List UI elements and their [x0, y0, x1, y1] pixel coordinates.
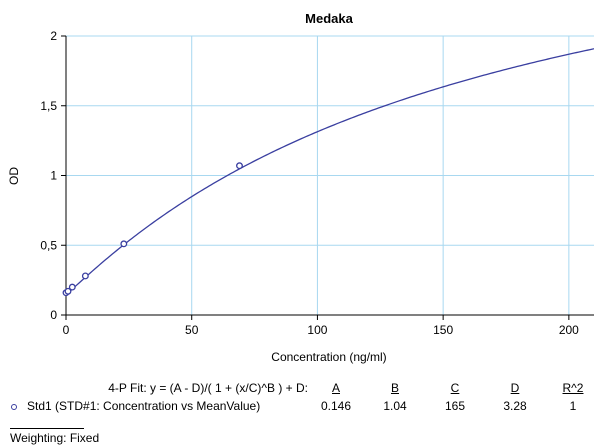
x-tick-label: 0: [63, 323, 70, 337]
x-tick-label: 100: [307, 323, 327, 337]
fit-formula: 4-P Fit: y = (A - D)/( 1 + (x/C)^B ) + D…: [108, 381, 308, 395]
axes: [61, 35, 594, 320]
value-d: 3.28: [503, 399, 527, 413]
series-label: Std1 (STD#1: Concentration vs MeanValue): [27, 399, 261, 413]
y-tick-label: 2: [50, 29, 57, 43]
series-marker-icon: [11, 404, 17, 410]
grid: [66, 35, 594, 315]
y-tick-label: 1: [50, 169, 57, 183]
fit-curve-layer: [65, 48, 594, 296]
data-points: [62, 162, 243, 297]
value-b: 1.04: [383, 399, 407, 413]
data-point: [81, 272, 89, 280]
divider: [10, 428, 84, 429]
fit-data-row: Std1 (STD#1: Concentration vs MeanValue)…: [0, 399, 594, 415]
header-a: A: [331, 381, 340, 395]
x-tick-label: 50: [185, 323, 199, 337]
data-point: [68, 283, 76, 291]
header-b: B: [390, 381, 399, 395]
data-point: [64, 287, 72, 295]
value-c: 165: [444, 399, 466, 413]
fit-curve: [65, 48, 594, 296]
y-tick-label: 1,5: [40, 99, 57, 113]
x-axis-label: Concentration (ng/ml): [271, 350, 386, 364]
value-a: 0.146: [320, 399, 352, 413]
fit-header-row: 4-P Fit: y = (A - D)/( 1 + (x/C)^B ) + D…: [0, 381, 594, 397]
header-r2: R^2: [562, 381, 584, 395]
tick-labels: 0 50 100 150 200 0 0,5 1 1,5 2: [40, 29, 579, 337]
header-d: D: [510, 381, 520, 395]
y-tick-label: 0,5: [40, 238, 57, 252]
weighting-label: Weighting: Fixed: [10, 431, 100, 445]
data-point: [120, 240, 128, 248]
y-tick-label: 0: [50, 308, 57, 322]
x-tick-label: 200: [559, 323, 579, 337]
value-r2: 1: [569, 399, 577, 413]
chart-title: Medaka: [305, 11, 353, 26]
y-axis-label: OD: [7, 167, 21, 185]
x-tick-label: 150: [433, 323, 453, 337]
data-point: [236, 162, 243, 170]
header-c: C: [450, 381, 460, 395]
